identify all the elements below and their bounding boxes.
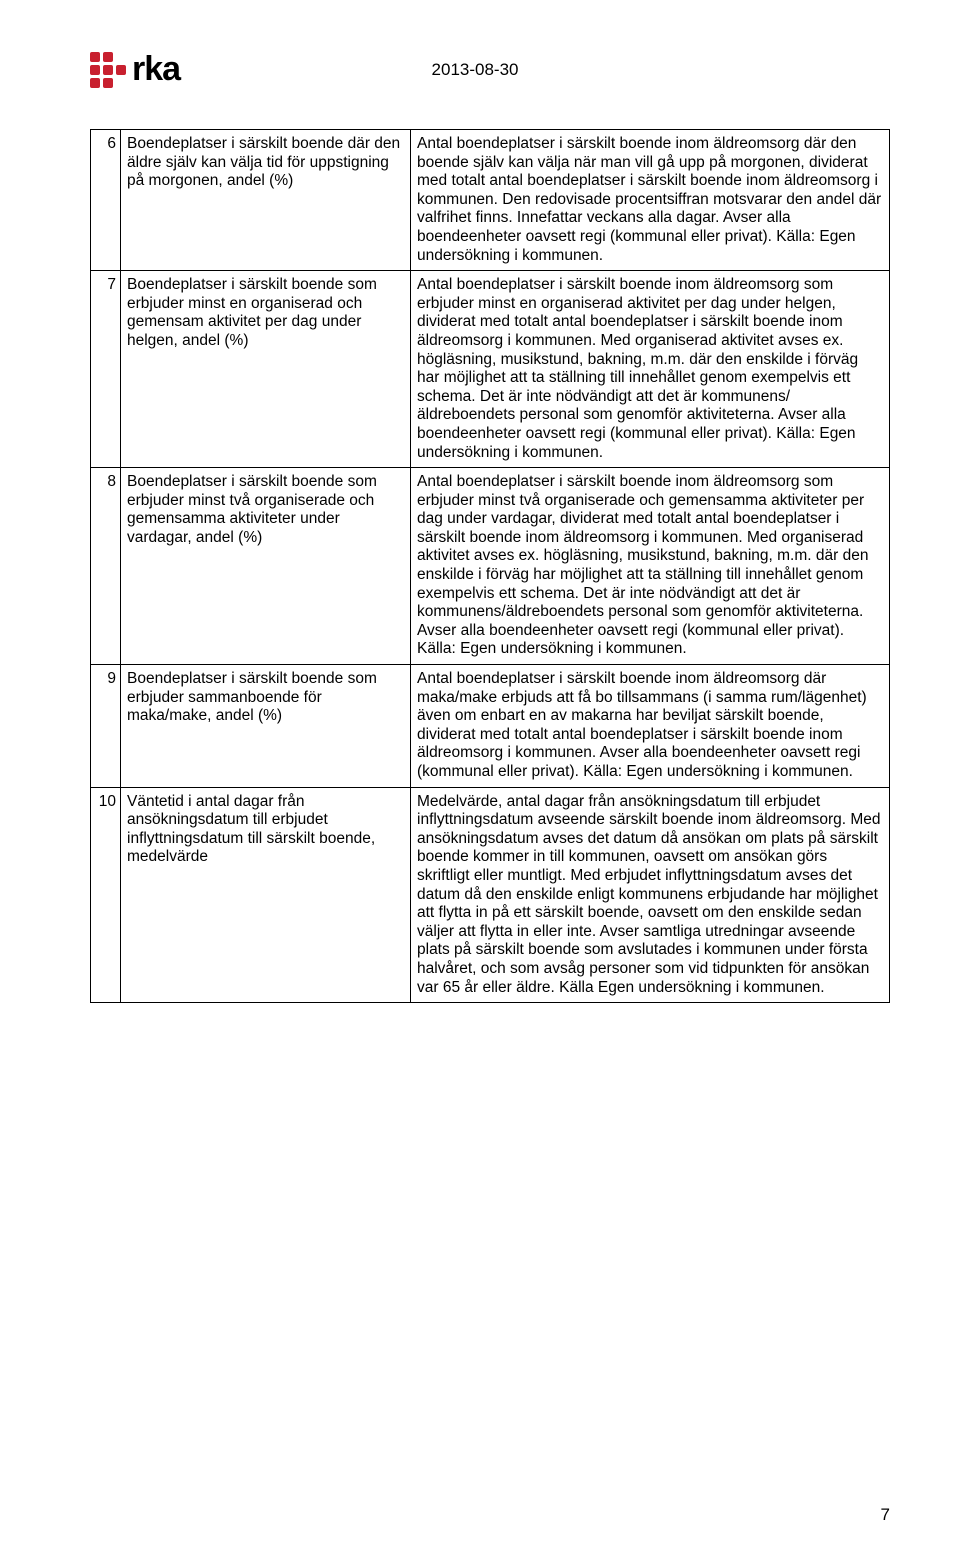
table-row: 8Boendeplatser i särskilt boende som erb…: [91, 468, 890, 665]
page-header: rka 2013-08-30: [90, 50, 890, 89]
indicator-description: Antal boendeplatser i särskilt boende in…: [411, 665, 890, 788]
header-date: 2013-08-30: [60, 60, 890, 80]
indicator-name: Boendeplatser i särskilt boende som erbj…: [121, 271, 411, 468]
row-number: 8: [91, 468, 121, 665]
definitions-table: 6Boendeplatser i särskilt boende där den…: [90, 129, 890, 1003]
row-number: 6: [91, 130, 121, 271]
indicator-name: Boendeplatser i särskilt boende där den …: [121, 130, 411, 271]
indicator-description: Medelvärde, antal dagar från ansökningsd…: [411, 787, 890, 1003]
row-number: 10: [91, 787, 121, 1003]
indicator-description: Antal boendeplatser i särskilt boende in…: [411, 271, 890, 468]
page-number: 7: [881, 1505, 890, 1525]
table-row: 9Boendeplatser i särskilt boende som erb…: [91, 665, 890, 788]
table-row: 10Väntetid i antal dagar från ansöknings…: [91, 787, 890, 1003]
indicator-name: Boendeplatser i särskilt boende som erbj…: [121, 468, 411, 665]
row-number: 7: [91, 271, 121, 468]
indicator-name: Väntetid i antal dagar från ansökningsda…: [121, 787, 411, 1003]
indicator-name: Boendeplatser i särskilt boende som erbj…: [121, 665, 411, 788]
table-row: 7Boendeplatser i särskilt boende som erb…: [91, 271, 890, 468]
row-number: 9: [91, 665, 121, 788]
indicator-description: Antal boendeplatser i särskilt boende in…: [411, 130, 890, 271]
indicator-description: Antal boendeplatser i särskilt boende in…: [411, 468, 890, 665]
table-row: 6Boendeplatser i särskilt boende där den…: [91, 130, 890, 271]
